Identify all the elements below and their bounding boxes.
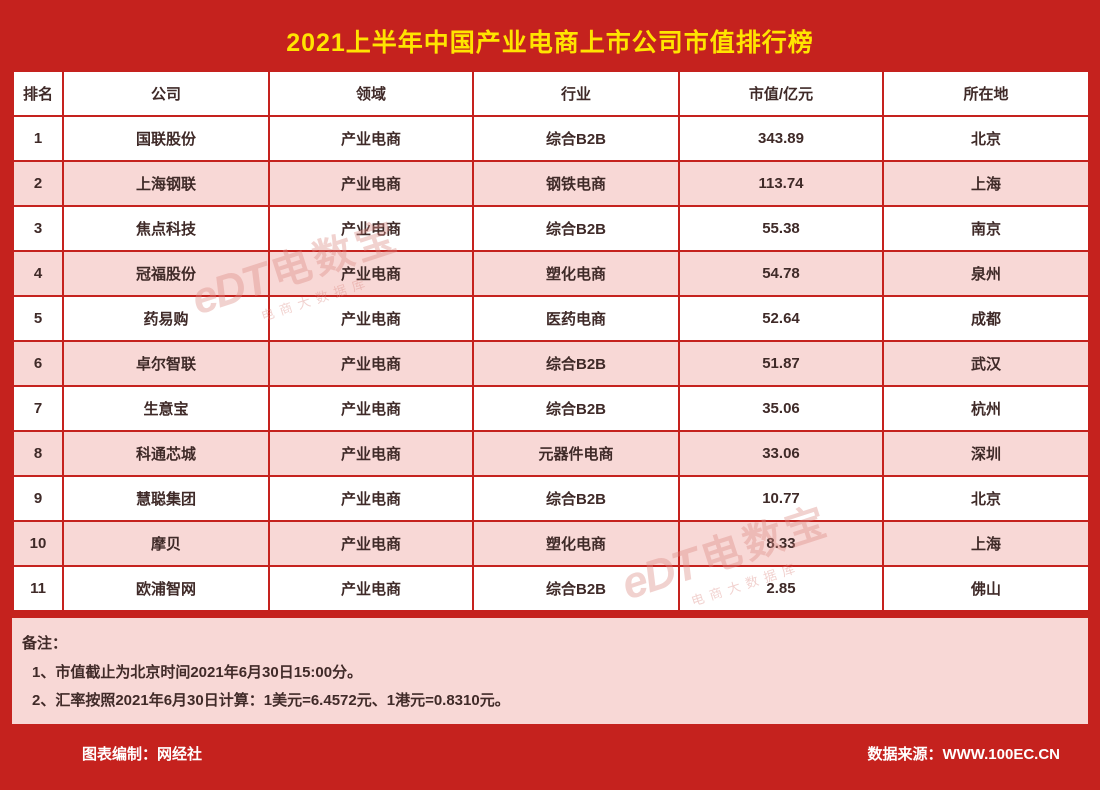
table-cell: 113.74 <box>678 160 884 207</box>
column-header: 所在地 <box>882 70 1090 117</box>
table-cell: 综合B2B <box>472 115 680 162</box>
table-cell: 杭州 <box>882 385 1090 432</box>
note-item: 2、汇率按照2021年6月30日计算：1美元=6.4572元、1港元=0.831… <box>32 692 510 709</box>
table-cell: 产业电商 <box>268 475 474 522</box>
table-row: 8 科通芯城 产业电商 元器件电商 33.06 深圳 <box>12 430 1090 477</box>
table-cell: 产业电商 <box>268 250 474 297</box>
table-cell: 3 <box>12 205 64 252</box>
table-cell: 钢铁电商 <box>472 160 680 207</box>
table-cell: 10 <box>12 520 64 567</box>
table-cell: 产业电商 <box>268 565 474 612</box>
table-cell: 产业电商 <box>268 205 474 252</box>
footer-source: 数据来源：WWW.100EC.CN <box>867 745 1060 763</box>
table-cell: 综合B2B <box>472 565 680 612</box>
column-header: 排名 <box>12 70 64 117</box>
table-cell: 药易购 <box>62 295 270 342</box>
table-cell: 综合B2B <box>472 475 680 522</box>
table-cell: 国联股份 <box>62 115 270 162</box>
table-cell: 5 <box>12 295 64 342</box>
table-cell: 11 <box>12 565 64 612</box>
table-cell: 欧浦智网 <box>62 565 270 612</box>
table-cell: 冠福股份 <box>62 250 270 297</box>
table-cell: 343.89 <box>678 115 884 162</box>
table-row: 10 摩贝 产业电商 塑化电商 8.33 上海 <box>12 520 1090 567</box>
footer-bar: 图表编制：网经社 数据来源：WWW.100EC.CN <box>12 732 1088 774</box>
table-cell: 成都 <box>882 295 1090 342</box>
table-cell: 33.06 <box>678 430 884 477</box>
table-cell: 医药电商 <box>472 295 680 342</box>
column-header: 领域 <box>268 70 474 117</box>
table-cell: 8 <box>12 430 64 477</box>
table-cell: 摩贝 <box>62 520 270 567</box>
table-row: 1 国联股份 产业电商 综合B2B 343.89 北京 <box>12 115 1090 162</box>
table-cell: 综合B2B <box>472 340 680 387</box>
table-header-row: 排名 公司 领域 行业 市值/亿元 所在地 <box>12 70 1090 117</box>
table-row: 4 冠福股份 产业电商 塑化电商 54.78 泉州 <box>12 250 1090 297</box>
table-cell: 产业电商 <box>268 295 474 342</box>
table-cell: 上海 <box>882 520 1090 567</box>
table-cell: 武汉 <box>882 340 1090 387</box>
table-cell: 塑化电商 <box>472 520 680 567</box>
table-cell: 10.77 <box>678 475 884 522</box>
table-cell: 2.85 <box>678 565 884 612</box>
table-row: 11 欧浦智网 产业电商 综合B2B 2.85 佛山 <box>12 565 1090 612</box>
column-header: 市值/亿元 <box>678 70 884 117</box>
table-cell: 科通芯城 <box>62 430 270 477</box>
table-row: 5 药易购 产业电商 医药电商 52.64 成都 <box>12 295 1090 342</box>
table-row: 2 上海钢联 产业电商 钢铁电商 113.74 上海 <box>12 160 1090 207</box>
table-cell: 产业电商 <box>268 385 474 432</box>
title-bar: 2021上半年中国产业电商上市公司市值排行榜 <box>12 12 1088 70</box>
notes-section: 备注： 1、市值截止为北京时间2021年6月30日15:00分。 2、汇率按照20… <box>12 618 1088 724</box>
table-cell: 52.64 <box>678 295 884 342</box>
table-row: 9 慧聪集团 产业电商 综合B2B 10.77 北京 <box>12 475 1090 522</box>
table-row: 7 生意宝 产业电商 综合B2B 35.06 杭州 <box>12 385 1090 432</box>
column-header: 行业 <box>472 70 680 117</box>
table-cell: 慧聪集团 <box>62 475 270 522</box>
table-row: 3 焦点科技 产业电商 综合B2B 55.38 南京 <box>12 205 1090 252</box>
table-cell: 深圳 <box>882 430 1090 477</box>
page-title: 2021上半年中国产业电商上市公司市值排行榜 <box>286 29 814 57</box>
table-cell: 产业电商 <box>268 160 474 207</box>
table-cell: 南京 <box>882 205 1090 252</box>
table-cell: 51.87 <box>678 340 884 387</box>
table-cell: 塑化电商 <box>472 250 680 297</box>
table-cell: 35.06 <box>678 385 884 432</box>
table-cell: 产业电商 <box>268 340 474 387</box>
table-cell: 综合B2B <box>472 205 680 252</box>
table-cell: 7 <box>12 385 64 432</box>
table-cell: 产业电商 <box>268 115 474 162</box>
table-cell: 北京 <box>882 475 1090 522</box>
table-cell: 生意宝 <box>62 385 270 432</box>
table-cell: 4 <box>12 250 64 297</box>
table-cell: 卓尔智联 <box>62 340 270 387</box>
table-cell: 北京 <box>882 115 1090 162</box>
note-item: 1、市值截止为北京时间2021年6月30日15:00分。 <box>32 663 363 681</box>
table-cell: 9 <box>12 475 64 522</box>
table-cell: 上海钢联 <box>62 160 270 207</box>
column-header: 公司 <box>62 70 270 117</box>
table-cell: 55.38 <box>678 205 884 252</box>
table-cell: 佛山 <box>882 565 1090 612</box>
table-cell: 6 <box>12 340 64 387</box>
table-cell: 综合B2B <box>472 385 680 432</box>
table-cell: 产业电商 <box>268 430 474 477</box>
table-cell: 元器件电商 <box>472 430 680 477</box>
table-cell: 泉州 <box>882 250 1090 297</box>
table-cell: 上海 <box>882 160 1090 207</box>
table-cell: 焦点科技 <box>62 205 270 252</box>
notes-label: 备注： <box>22 635 68 652</box>
ranking-table: 排名 公司 领域 行业 市值/亿元 所在地 1 国联股份 产业电商 综合B2B 343.89 北京 2… <box>12 70 1090 612</box>
footer-credit: 图表编制：网经社 <box>82 745 203 763</box>
table-cell: 8.33 <box>678 520 884 567</box>
table-cell: 产业电商 <box>268 520 474 567</box>
table-cell: 2 <box>12 160 64 207</box>
table-cell: 1 <box>12 115 64 162</box>
table-cell: 54.78 <box>678 250 884 297</box>
table-row: 6 卓尔智联 产业电商 综合B2B 51.87 武汉 <box>12 340 1090 387</box>
